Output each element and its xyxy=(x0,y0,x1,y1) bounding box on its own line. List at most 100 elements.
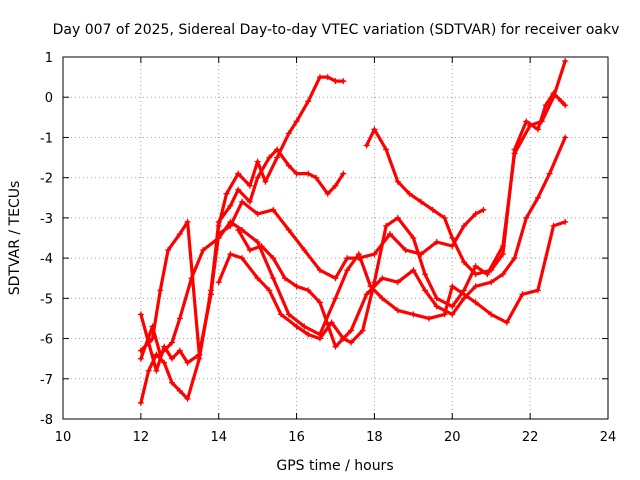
data-point xyxy=(534,194,541,201)
data-point xyxy=(305,98,312,105)
data-point xyxy=(379,295,386,302)
series-group xyxy=(137,58,569,406)
data-point xyxy=(472,263,479,270)
data-point xyxy=(433,303,440,310)
data-point xyxy=(371,251,378,258)
series-line xyxy=(365,91,567,276)
data-point xyxy=(301,323,308,330)
data-point xyxy=(441,214,448,221)
data-point xyxy=(394,279,401,286)
x-axis-label: GPS time / hours xyxy=(276,458,393,474)
data-point xyxy=(239,198,246,205)
data-point xyxy=(316,335,323,342)
chart-title: Day 007 of 2025, Sidereal Day-to-day VTE… xyxy=(53,22,620,38)
data-point xyxy=(472,283,479,290)
series-line xyxy=(236,135,567,349)
data-point xyxy=(176,315,183,322)
data-series xyxy=(363,90,569,278)
data-point xyxy=(472,210,479,217)
data-point xyxy=(137,399,144,406)
data-point xyxy=(344,255,351,262)
data-point xyxy=(301,247,308,254)
data-point xyxy=(410,267,417,274)
y-tick-label: -8 xyxy=(40,413,53,428)
data-point xyxy=(359,327,366,334)
data-point xyxy=(227,202,234,209)
data-point xyxy=(429,206,436,213)
data-point xyxy=(355,251,362,258)
data-point xyxy=(328,319,335,326)
data-point xyxy=(488,267,495,274)
data-point xyxy=(274,154,281,161)
data-point xyxy=(161,359,168,366)
data-point xyxy=(410,311,417,318)
series-line xyxy=(139,200,485,357)
data-point xyxy=(246,198,253,205)
data-point xyxy=(425,315,432,322)
data-point xyxy=(379,275,386,282)
data-point xyxy=(422,271,429,278)
data-point xyxy=(235,186,242,193)
data-point xyxy=(433,295,440,302)
x-tick-label: 16 xyxy=(288,430,305,445)
data-point xyxy=(387,230,393,237)
data-point xyxy=(441,311,448,318)
data-point xyxy=(274,146,281,153)
data-point xyxy=(394,307,401,314)
data-point xyxy=(383,146,390,153)
y-tick-labels: 1 0 -1 -2 -3 -4 -5 -6 -7 -8 xyxy=(40,51,53,428)
series-line xyxy=(217,59,567,345)
data-point xyxy=(460,287,467,294)
data-point xyxy=(422,287,429,294)
data-point xyxy=(258,243,265,250)
data-point xyxy=(254,210,261,217)
grid xyxy=(63,57,608,419)
data-point xyxy=(227,218,234,225)
data-point xyxy=(305,170,312,177)
y-tick-label: -7 xyxy=(40,373,53,388)
data-point xyxy=(223,190,230,197)
data-point xyxy=(305,331,312,338)
data-point xyxy=(235,170,242,177)
y-tick-label: 1 xyxy=(45,51,53,66)
data-point xyxy=(278,311,284,318)
data-point xyxy=(254,174,261,181)
data-point xyxy=(270,255,277,262)
data-point xyxy=(153,367,160,374)
x-tick-labels: 10 12 14 16 18 20 22 24 xyxy=(55,430,617,445)
data-point xyxy=(270,275,277,282)
data-point xyxy=(324,190,331,197)
data-point xyxy=(480,206,487,213)
data-point xyxy=(460,295,467,302)
data-series xyxy=(215,58,569,346)
data-point xyxy=(511,146,518,153)
data-point xyxy=(562,134,569,141)
data-point xyxy=(227,251,234,258)
data-point xyxy=(215,235,222,241)
x-tick-label: 24 xyxy=(600,430,617,445)
data-point xyxy=(157,351,164,358)
data-point xyxy=(449,243,456,250)
data-point xyxy=(550,222,557,229)
y-tick-label: -5 xyxy=(40,292,53,307)
y-tick-label: -3 xyxy=(40,212,53,227)
series-line xyxy=(139,75,345,405)
data-point xyxy=(348,339,355,346)
data-point xyxy=(340,78,347,85)
data-point xyxy=(546,170,553,177)
data-point xyxy=(340,170,347,177)
series-line xyxy=(139,220,567,361)
data-point xyxy=(383,222,390,229)
data-point xyxy=(207,291,214,298)
data-point xyxy=(523,214,530,221)
x-tick-label: 14 xyxy=(210,430,227,445)
data-point xyxy=(254,239,261,246)
data-point xyxy=(433,239,440,246)
data-point xyxy=(305,287,312,294)
data-point xyxy=(285,130,292,137)
data-point xyxy=(562,58,569,65)
data-point xyxy=(145,367,152,374)
data-point xyxy=(523,118,530,125)
data-point xyxy=(449,303,456,310)
data-point xyxy=(324,74,331,81)
